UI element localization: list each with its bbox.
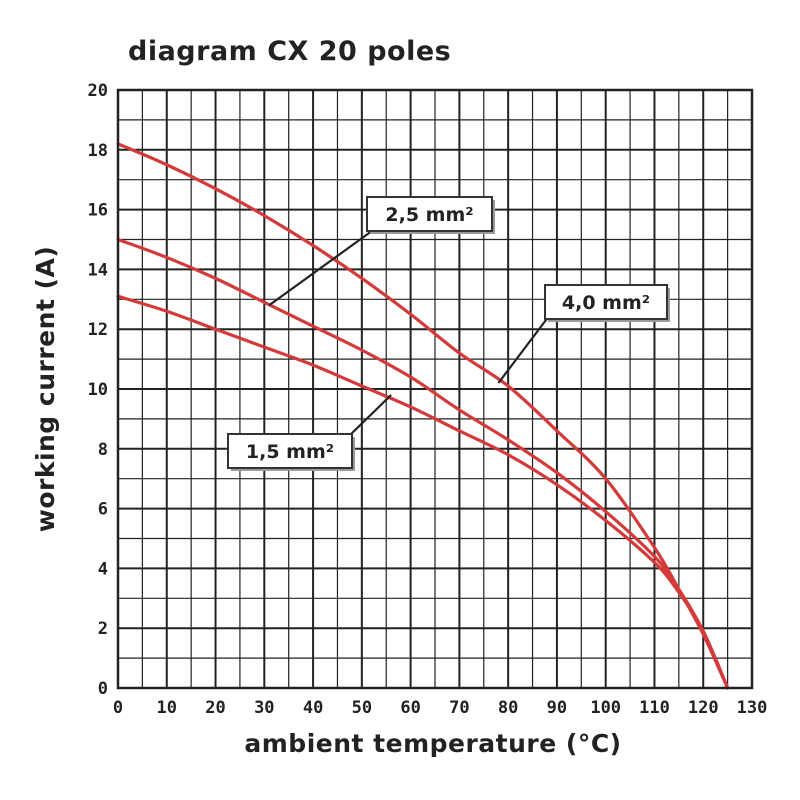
y-tick-label: 8	[98, 440, 108, 460]
callout-box	[544, 284, 668, 320]
y-tick-label: 12	[88, 320, 108, 340]
callout-label: 1,5 mm²	[246, 441, 334, 463]
x-tick-label: 130	[737, 698, 768, 718]
series-lines	[116, 142, 730, 690]
x-tick-label: 50	[352, 698, 372, 718]
x-tick-label: 40	[303, 698, 323, 718]
y-tick-label: 20	[88, 81, 108, 101]
callout-leader	[268, 227, 377, 307]
y-tick-label: 4	[98, 559, 108, 579]
plot-frame	[116, 88, 754, 690]
y-tick-label: 14	[88, 260, 108, 280]
y-axis-label: working current (A)	[31, 246, 60, 533]
x-tick-label: 120	[688, 698, 719, 718]
y-tick-label: 16	[88, 201, 108, 221]
x-tick-label: 100	[590, 698, 621, 718]
x-tick-label: 0	[113, 698, 123, 718]
x-tick-label: 70	[449, 698, 469, 718]
y-tick-label: 10	[88, 380, 108, 400]
x-tick-label: 60	[400, 698, 420, 718]
y-tick-label: 18	[88, 141, 108, 161]
callout-leader	[497, 315, 550, 384]
callout-label: 4,0 mm²	[562, 292, 650, 314]
y-tick-label: 6	[98, 500, 108, 520]
callouts: 2,5 mm² 4,0 mm² 1,5 mm²	[227, 196, 670, 471]
y-tick-label: 2	[98, 619, 108, 639]
callout-leader	[347, 394, 392, 438]
callout-box	[227, 433, 353, 469]
callout-box	[366, 196, 493, 232]
callout-label: 2,5 mm²	[385, 204, 473, 226]
x-tick-label: 30	[254, 698, 274, 718]
chart-title: diagram CX 20 poles	[128, 36, 452, 67]
x-tick-label: 20	[205, 698, 225, 718]
x-tick-label: 90	[547, 698, 567, 718]
grid	[118, 90, 752, 688]
x-axis-label: ambient temperature (°C)	[244, 729, 621, 758]
series-line-3	[116, 294, 730, 690]
y-tick-label: 0	[98, 679, 108, 699]
tick-labels: 0 10 20 30 40 50 60 70 80 90 100 110 120 130 0 2 4 6 8 10 12…	[88, 81, 768, 718]
series-line-2	[116, 237, 730, 690]
x-tick-label: 110	[639, 698, 670, 718]
x-tick-label: 10	[157, 698, 177, 718]
x-tick-label: 80	[498, 698, 518, 718]
plot-border	[116, 88, 754, 690]
